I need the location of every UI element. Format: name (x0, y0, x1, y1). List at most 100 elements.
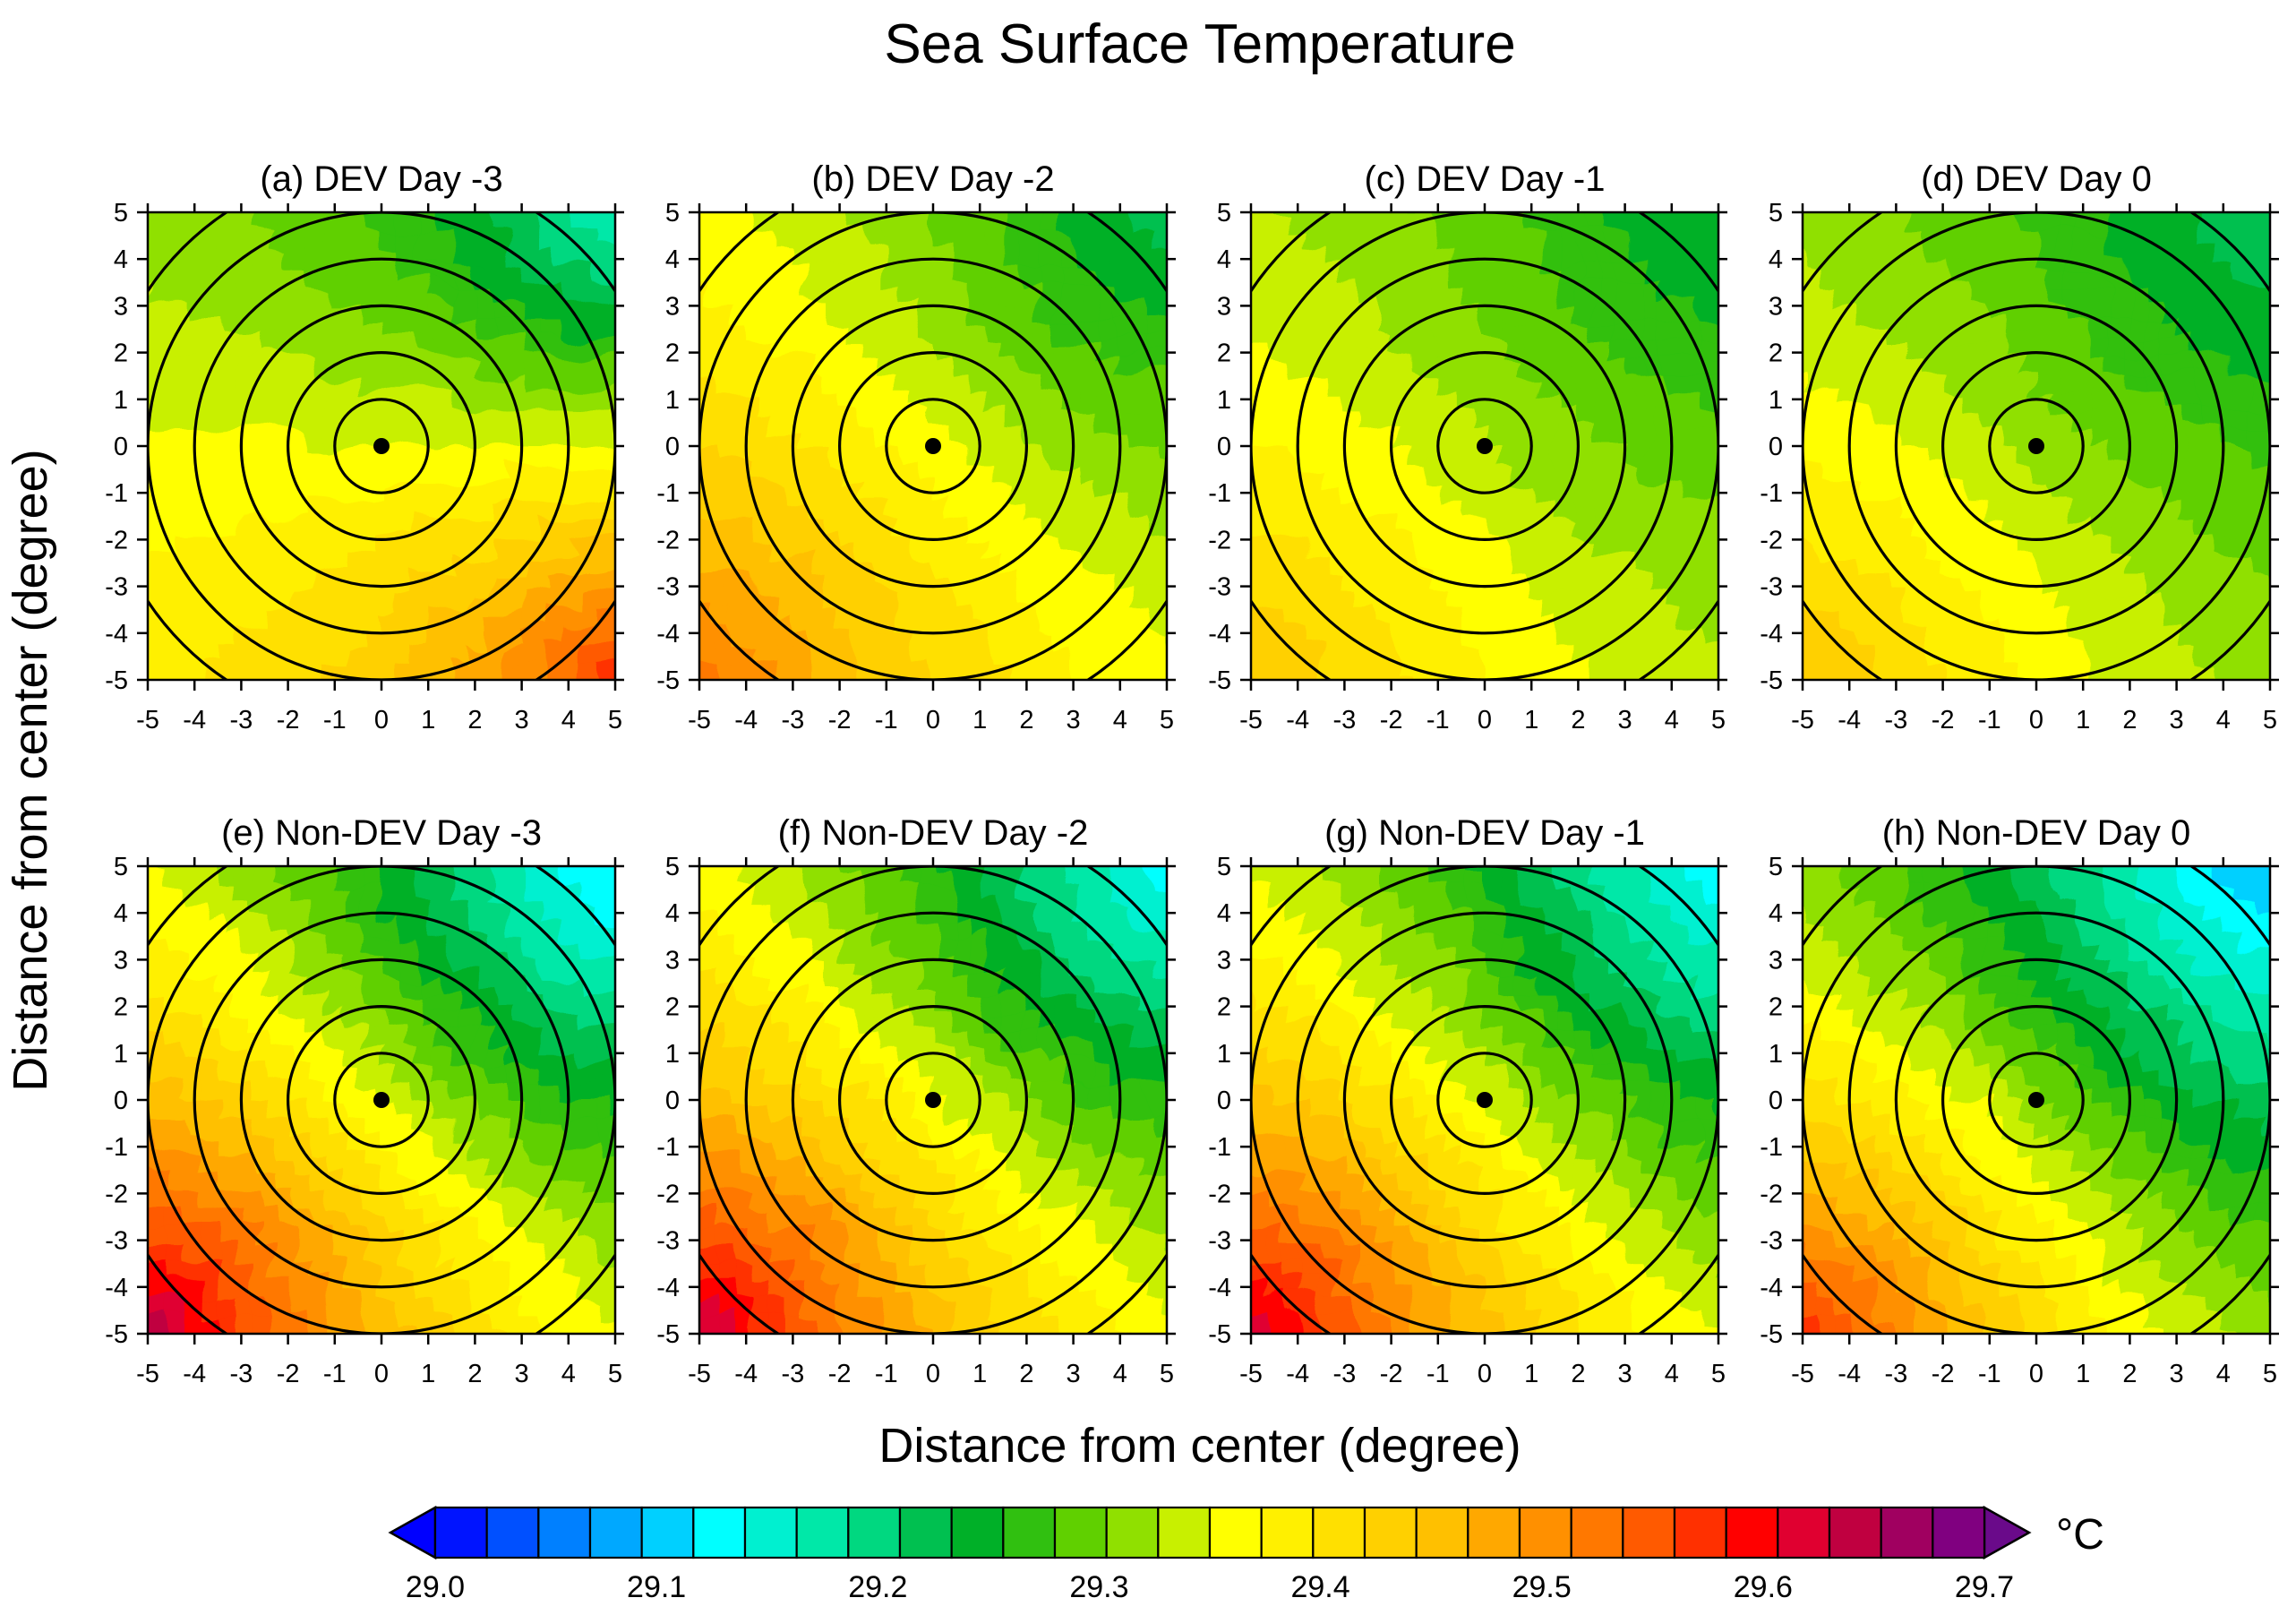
sst-cell (2215, 427, 2235, 447)
sst-cell (1573, 571, 1593, 591)
sst-cell (273, 212, 293, 231)
sst-cell (2180, 643, 2199, 663)
sst-cell (1412, 679, 1432, 680)
sst-cell (614, 283, 615, 303)
sst-cell (1448, 212, 1468, 231)
sst-cell (806, 247, 827, 267)
sst-cell (165, 1135, 184, 1155)
sst-cell (236, 1297, 256, 1317)
sst-cell (1412, 319, 1432, 339)
sst-cell (543, 1225, 562, 1245)
sst-cell (345, 247, 364, 267)
sst-cell (1004, 463, 1024, 483)
sst-cell (1040, 955, 1060, 975)
sst-cell (2251, 571, 2270, 591)
sst-cell (986, 301, 1006, 321)
sst-cell (2197, 445, 2217, 465)
sst-cell (788, 1189, 808, 1208)
sst-cell (1022, 499, 1041, 519)
sst-cell (1484, 661, 1504, 680)
sst-cell (861, 937, 880, 957)
sst-cell (770, 866, 790, 885)
sst-cell (470, 866, 490, 885)
sst-cell (218, 1135, 238, 1155)
sst-cell (543, 338, 562, 357)
sst-cell (525, 955, 544, 975)
sst-cell (452, 463, 472, 483)
sst-cell (578, 409, 598, 429)
sst-cell (699, 1171, 700, 1190)
y-tick-label: 5 (114, 199, 128, 228)
sst-cell (381, 1243, 400, 1263)
sst-cell (788, 212, 808, 231)
sst-cell (734, 992, 754, 1011)
sst-cell (1982, 679, 2001, 680)
sst-cell (2180, 535, 2199, 554)
sst-cell (986, 356, 1006, 375)
sst-cell (1646, 283, 1666, 303)
sst-cell (165, 589, 184, 609)
sst-cell (1484, 499, 1504, 519)
sst-cell (273, 265, 293, 285)
sst-cell (1466, 679, 1486, 680)
sst-cell (699, 1243, 700, 1263)
sst-cell (183, 409, 202, 429)
sst-cell (1838, 661, 1857, 680)
sst-cell (398, 919, 418, 939)
sst-cell (1022, 1261, 1041, 1281)
sst-cell (699, 1207, 700, 1227)
sst-cell (273, 499, 293, 519)
sst-cell (1304, 607, 1324, 627)
sst-cell (806, 1153, 827, 1173)
sst-cell (734, 535, 754, 554)
sst-cell (183, 625, 202, 645)
sst-cell (363, 589, 382, 609)
sst-cell (1394, 374, 1414, 393)
sst-cell (1094, 1261, 1114, 1281)
sst-cell (825, 283, 844, 303)
sst-cell (770, 1279, 790, 1299)
sst-cell (1022, 1009, 1041, 1029)
sst-cell (950, 661, 970, 680)
sst-cell (1591, 481, 1612, 501)
sst-cell (201, 319, 220, 339)
sst-cell (699, 1135, 700, 1155)
sst-cell (1040, 1081, 1060, 1101)
sst-cell (543, 625, 562, 645)
sst-cell (470, 1279, 490, 1299)
sst-cell (878, 229, 898, 249)
sst-cell (1166, 338, 1167, 357)
sst-cell (1700, 589, 1718, 609)
sst-cell (543, 247, 562, 267)
sst-cell (561, 589, 580, 609)
sst-cell (1718, 661, 1737, 680)
sst-cell (525, 1189, 544, 1208)
sst-cell (183, 374, 202, 393)
sst-cell (596, 1063, 615, 1083)
sst-cell (273, 901, 293, 921)
sst-cell (950, 866, 970, 885)
sst-cell (183, 338, 202, 357)
sst-cell (1502, 625, 1521, 645)
sst-cell (1376, 481, 1396, 501)
sst-cell (699, 283, 700, 303)
sst-cell (2000, 445, 2019, 465)
sst-cell (2018, 247, 2037, 267)
sst-cell (2089, 553, 2109, 573)
sst-cell (1646, 625, 1666, 645)
sst-cell (2143, 247, 2163, 267)
sst-cell (1376, 301, 1396, 321)
x-tick-label: 3 (2170, 706, 2184, 734)
sst-cell (2269, 607, 2270, 627)
sst-cell (699, 955, 718, 975)
sst-cell (1718, 643, 1737, 662)
sst-cell (488, 409, 509, 429)
sst-cell (1573, 517, 1593, 537)
sst-cell (1076, 1117, 1096, 1137)
sst-cell (932, 1117, 952, 1137)
sst-cell (986, 1117, 1006, 1137)
sst-cell (1946, 229, 1966, 249)
sst-cell (596, 1315, 615, 1334)
sst-cell (1646, 481, 1666, 501)
sst-cell (1112, 247, 1132, 267)
